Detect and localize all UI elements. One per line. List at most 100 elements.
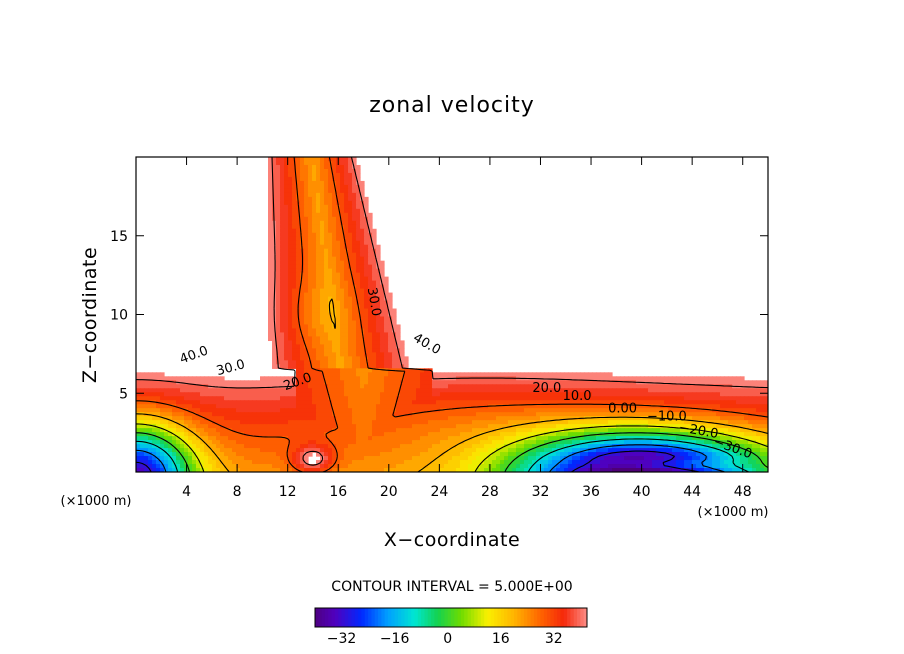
contour-cell <box>300 180 305 186</box>
contour-cell <box>320 432 325 437</box>
contour-cell <box>488 456 493 461</box>
contour-cell <box>596 436 601 441</box>
contour-cell <box>364 284 369 290</box>
contour-cell <box>252 444 257 449</box>
contour-cell <box>540 436 545 441</box>
contour-cell <box>372 372 377 377</box>
contour-cell <box>568 396 573 401</box>
contour-cell <box>284 428 289 433</box>
contour-cell <box>436 456 441 461</box>
contour-cell <box>568 420 573 425</box>
contour-cell <box>356 416 361 421</box>
contour-cell <box>340 444 345 449</box>
contour-cell <box>208 420 213 425</box>
contour-cell <box>396 400 401 405</box>
contour-cell <box>592 448 597 453</box>
contour-cell <box>272 276 277 282</box>
contour-cell <box>296 404 301 409</box>
contour-cell <box>420 440 425 445</box>
contour-cell <box>268 416 273 421</box>
contour-cell <box>156 376 161 381</box>
contour-cell <box>248 452 253 457</box>
contour-cell <box>268 380 273 385</box>
contour-cell <box>260 432 265 437</box>
contour-cell <box>604 420 609 425</box>
contour-cell <box>476 432 481 437</box>
contour-cell <box>324 192 329 198</box>
contour-cell <box>280 412 285 417</box>
contour-cell <box>280 328 285 334</box>
contour-cell <box>320 180 325 186</box>
contour-cell <box>376 280 381 286</box>
contour-cell <box>272 408 277 413</box>
contour-cell <box>732 420 737 425</box>
contour-cell <box>324 180 329 186</box>
contour-cell <box>476 396 481 401</box>
contour-cell <box>284 184 289 190</box>
contour-cell <box>756 436 761 441</box>
contour-cell <box>296 168 301 174</box>
contour-cell <box>404 376 409 381</box>
contour-cell <box>368 460 373 465</box>
contour-cell <box>340 380 345 385</box>
contour-cell <box>408 448 413 453</box>
contour-cell <box>400 340 405 346</box>
contour-cell <box>748 404 753 409</box>
contour-cell <box>452 412 457 417</box>
contour-cell <box>412 420 417 425</box>
contour-cell <box>344 388 349 393</box>
contour-cell <box>240 444 245 449</box>
contour-cell <box>352 256 357 262</box>
contour-cell <box>320 157 325 162</box>
contour-cell <box>388 324 393 330</box>
contour-cell <box>424 416 429 421</box>
contour-cell <box>540 452 545 457</box>
contour-cell <box>636 444 641 449</box>
contour-cell <box>288 356 293 361</box>
contour-cell <box>204 428 209 433</box>
contour-cell <box>180 384 185 389</box>
contour-cell <box>340 348 345 353</box>
contour-cell <box>700 392 705 397</box>
contour-cell <box>704 452 709 457</box>
contour-cell <box>664 440 669 445</box>
contour-cell <box>324 232 329 238</box>
contour-cell <box>764 404 768 409</box>
contour-cell <box>532 432 537 437</box>
contour-cell <box>312 384 317 389</box>
contour-cell <box>308 392 313 397</box>
contour-cell <box>364 220 369 226</box>
contour-cell <box>500 416 505 421</box>
contour-cell <box>368 352 373 357</box>
contour-cell <box>464 428 469 433</box>
contour-cell <box>276 380 281 385</box>
contour-cell <box>440 420 445 425</box>
contour-cell <box>696 424 701 429</box>
contour-cell <box>316 300 321 306</box>
contour-cell <box>392 364 397 369</box>
contour-cell <box>268 232 273 238</box>
contour-cell <box>692 420 697 425</box>
contour-cell <box>748 416 753 421</box>
contour-cell <box>636 400 641 405</box>
contour-cell <box>312 320 317 326</box>
contour-cell <box>300 428 305 433</box>
contour-cell <box>312 284 317 290</box>
contour-cell <box>336 344 341 349</box>
contour-cell <box>716 416 721 421</box>
contour-cell <box>268 188 273 194</box>
contour-cell <box>740 392 745 397</box>
contour-cell <box>680 416 685 421</box>
contour-cell <box>292 316 297 322</box>
contour-cell <box>224 380 229 385</box>
contour-cell <box>400 436 405 441</box>
contour-cell <box>344 364 349 369</box>
contour-cell <box>352 208 357 214</box>
contour-cell <box>448 456 453 461</box>
contour-cell <box>268 216 273 222</box>
contour-cell <box>308 412 313 417</box>
contour-cell <box>440 436 445 441</box>
contour-cell <box>724 436 729 441</box>
contour-cell <box>372 432 377 437</box>
contour-cell <box>152 392 157 397</box>
